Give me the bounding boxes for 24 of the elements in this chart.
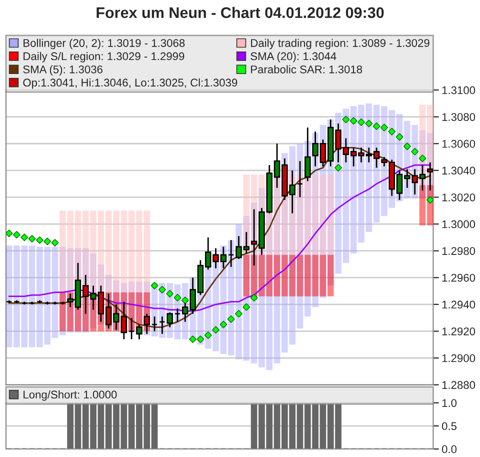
y-tick-label: 1.2900: [442, 354, 476, 362]
y-tick-label: 1.2980: [442, 247, 476, 255]
y-tick-label: 1.0: [442, 399, 457, 407]
chart-title: Forex um Neun - Chart 04.01.2012 09:30: [96, 6, 384, 18]
legend-label: Daily trading region: 1.3089 - 1.3029: [251, 38, 430, 50]
legend-label: Parabolic SAR: 1.3018: [251, 65, 362, 74]
y-tick-label: 1.3080: [442, 113, 476, 121]
y-tick-label: 1.3000: [442, 220, 476, 228]
y-tick-label: 1.3040: [442, 166, 476, 175]
y-tick-label: 1.3020: [442, 193, 476, 202]
y-tick-label: 1.2940: [442, 300, 476, 309]
y-tick-label: 1.3100: [442, 86, 476, 94]
legend-label: Op:1.3041, Hi:1.3046, Lo:1.3025, Cl:1.3039: [23, 78, 238, 89]
y-tick-label: 0.0: [442, 445, 457, 454]
y-tick-label: 1.2920: [442, 327, 476, 336]
legend-label: SMA (5): 1.3036: [23, 65, 102, 76]
legend-label: Long/Short: 1.0000: [24, 390, 117, 401]
y-tick-label: 0.5: [442, 422, 457, 430]
y-tick-label: 1.2960: [442, 274, 476, 282]
y-tick-label: 1.3060: [442, 140, 476, 148]
legend-label: Daily S/L region: 1.3029 - 1.2999: [24, 52, 184, 62]
legend-label: SMA (20): 1.3044: [250, 52, 336, 62]
legend-label: Bollinger (20, 2): 1.3019 - 1.3068: [24, 38, 185, 50]
y-tick-label: 1.2880: [442, 381, 476, 389]
